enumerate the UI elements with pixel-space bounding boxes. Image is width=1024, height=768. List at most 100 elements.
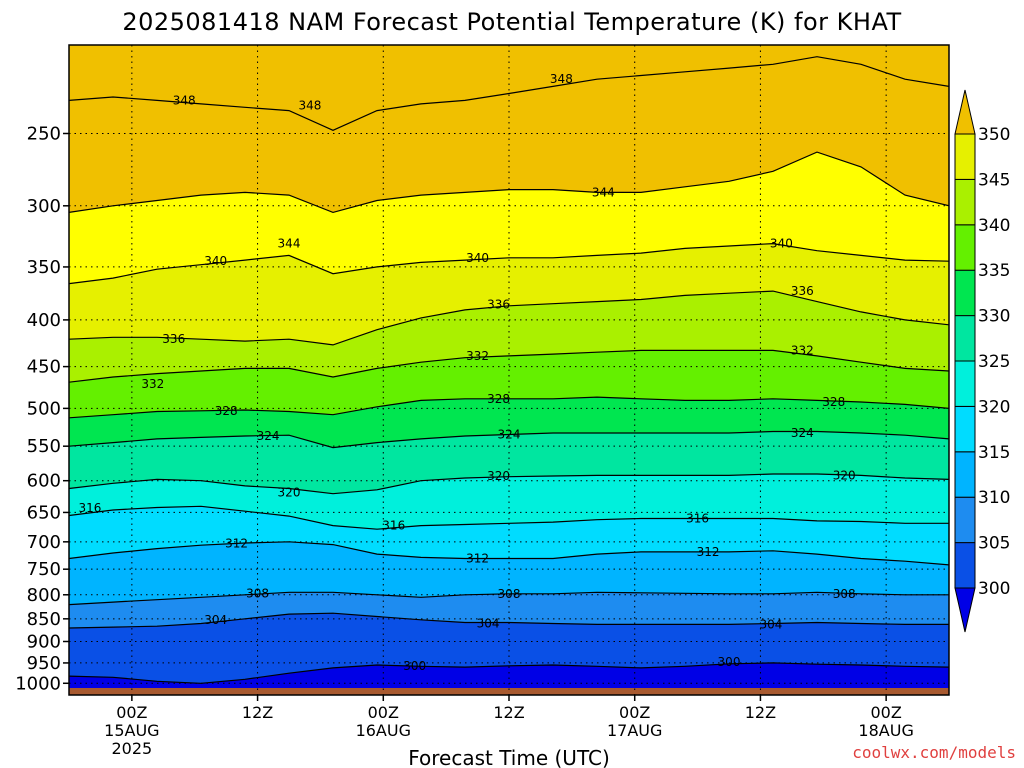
contour-label: 316 xyxy=(78,501,101,515)
contour-label: 308 xyxy=(246,586,269,600)
colorbar-segment xyxy=(954,405,976,453)
contour-line-348 xyxy=(69,56,949,131)
x-tick-date: 16AUG xyxy=(356,721,411,740)
y-tick-label: 500 xyxy=(27,398,61,419)
theta-band xyxy=(69,350,949,418)
y-tick-label: 600 xyxy=(27,471,61,492)
y-tick-label: 1000 xyxy=(15,673,61,694)
contour-line-312 xyxy=(69,541,949,566)
x-tick-label: 00Z xyxy=(116,703,147,722)
contour-label: 328 xyxy=(487,392,510,406)
theta-band xyxy=(69,45,949,131)
contour-label: 336 xyxy=(162,332,185,346)
contour-label: 308 xyxy=(498,587,521,601)
contour-label: 320 xyxy=(487,469,510,483)
contour-label: 344 xyxy=(278,237,301,251)
theta-band xyxy=(69,613,949,684)
contour-label: 312 xyxy=(466,551,489,565)
x-tick-label: 00Z xyxy=(870,703,901,722)
x-tick-date: 17AUG xyxy=(607,721,662,740)
y-tick-label: 350 xyxy=(27,257,61,278)
contour-label: 332 xyxy=(141,377,164,391)
contour-line-328 xyxy=(69,396,949,419)
colorbar-label: 305 xyxy=(978,534,1010,554)
colorbar-label: 330 xyxy=(978,307,1010,327)
contour-label: 340 xyxy=(770,237,793,251)
colorbar-extend-bottom xyxy=(954,587,976,633)
contour-label: 320 xyxy=(278,485,301,499)
contour-label: 320 xyxy=(833,468,856,482)
theta-band xyxy=(69,431,949,494)
x-tick-label: 12Z xyxy=(242,703,273,722)
contour-label: 332 xyxy=(791,343,814,357)
colorbar-segment xyxy=(954,178,976,226)
colorbar-segment xyxy=(954,451,976,498)
contour-label: 348 xyxy=(550,72,573,86)
contour-label: 316 xyxy=(686,511,709,525)
x-tick-label: 00Z xyxy=(619,703,650,722)
contour-label: 324 xyxy=(498,427,521,441)
contour-label: 340 xyxy=(466,251,489,265)
ground-surface xyxy=(69,688,949,695)
colorbar-label: 350 xyxy=(978,125,1010,145)
contour-line-340 xyxy=(69,242,949,285)
colorbar-segment xyxy=(954,269,976,317)
contour-label: 344 xyxy=(592,185,615,199)
y-tick-label: 700 xyxy=(27,532,61,553)
contour-label: 316 xyxy=(382,519,405,533)
colorbar-segment xyxy=(954,360,976,407)
colorbar-label: 300 xyxy=(978,579,1010,599)
colorbar-segment xyxy=(954,496,976,544)
contour-labels: 348 348 348 344 344 340 340 340 336 336 336 332 332 3… xyxy=(78,72,855,673)
y-tick-label: 550 xyxy=(27,436,61,457)
contour-label: 308 xyxy=(833,587,856,601)
x-tick-label: 12Z xyxy=(493,703,524,722)
contour-label: 300 xyxy=(718,655,741,669)
contour-line-320 xyxy=(69,473,949,495)
credit-text: coolwx.com/models xyxy=(852,743,1016,762)
contour-label: 304 xyxy=(477,616,500,630)
plot-area: 348 348 348 344 344 340 340 340 336 336 336 332 332 3… xyxy=(68,44,950,696)
contour-line-336 xyxy=(69,290,949,346)
contour-label: 340 xyxy=(204,254,227,268)
colorbar-label: 340 xyxy=(978,216,1010,236)
y-tick-label: 450 xyxy=(27,357,61,378)
contour-label: 348 xyxy=(298,99,321,113)
contour-label: 300 xyxy=(403,659,426,673)
colorbar-segment xyxy=(954,133,976,180)
contour-line-308 xyxy=(69,591,949,606)
contour-line-300 xyxy=(69,662,949,684)
x-tick-year: 2025 xyxy=(111,739,152,758)
colorbar-extend-top xyxy=(954,89,976,135)
contour-label: 328 xyxy=(215,404,238,418)
contour-label: 348 xyxy=(173,93,196,107)
x-axis-label: Forecast Time (UTC) xyxy=(408,746,610,768)
grid-lines xyxy=(69,45,949,695)
x-tick-date: 18AUG xyxy=(858,721,913,740)
theta-band xyxy=(69,152,949,284)
chart-title: 2025081418 NAM Forecast Potential Temper… xyxy=(122,8,901,36)
contour-label: 304 xyxy=(204,613,227,627)
x-tick-label: 00Z xyxy=(368,703,399,722)
contour-label: 336 xyxy=(791,284,814,298)
y-tick-label: 800 xyxy=(27,585,61,606)
contour-line-344 xyxy=(69,151,949,214)
contour-label: 336 xyxy=(487,298,510,312)
colorbar-segment xyxy=(954,315,976,362)
colorbar-segment xyxy=(954,224,976,271)
theta-band xyxy=(69,56,949,213)
x-tick-label: 12Z xyxy=(745,703,776,722)
y-tick-label: 750 xyxy=(27,559,61,580)
x-tick-date: 15AUG xyxy=(104,721,159,740)
y-tick-label: 650 xyxy=(27,502,61,523)
colorbar-label: 315 xyxy=(978,443,1010,463)
contour-line-332 xyxy=(69,349,949,383)
contour-label: 328 xyxy=(822,395,845,409)
y-tick-label: 250 xyxy=(27,123,61,144)
y-tick-label: 950 xyxy=(27,653,61,674)
colorbar-label: 325 xyxy=(978,352,1010,372)
y-tick-label: 300 xyxy=(27,196,61,217)
colorbar: 300 305 310 315 320 325 330 335 340 345 350 xyxy=(954,89,1010,633)
